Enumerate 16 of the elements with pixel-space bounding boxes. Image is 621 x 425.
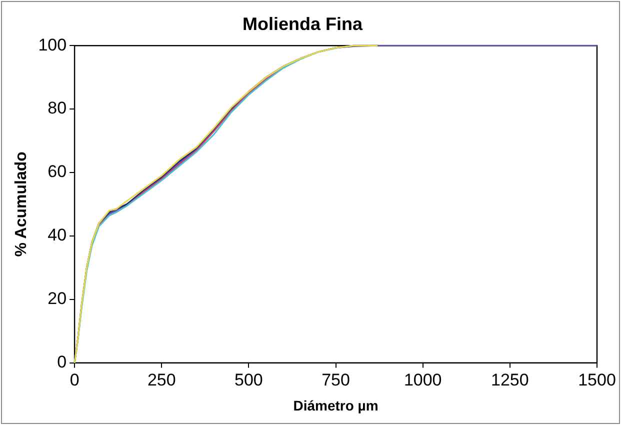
x-tick-label: 1250 [491,370,529,390]
chart-title: Molienda Fina [242,14,364,34]
x-tick-label: 250 [147,370,176,390]
y-tick-label: 60 [48,162,67,182]
y-tick-label: 100 [38,35,67,54]
y-tick-label: 20 [48,289,67,308]
y-axis-title: % Acumulado [13,151,30,257]
x-tick-label: 1500 [578,370,616,390]
x-tick-label: 0 [70,370,80,390]
y-tick-label: 80 [48,98,67,118]
x-tick-label: 1000 [404,370,442,390]
x-axis-title: Diámetro µm [293,397,378,414]
x-tick-label: 750 [322,370,350,390]
y-tick-label: 0 [57,352,67,372]
y-tick-label: 40 [48,226,67,245]
x-tick-label: 500 [234,370,263,390]
